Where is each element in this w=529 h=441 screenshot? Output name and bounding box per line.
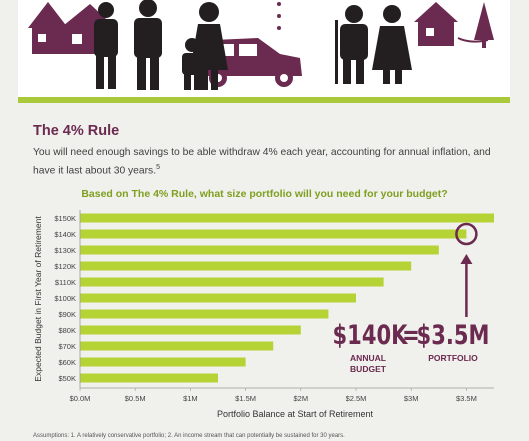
family-illustration — [28, 0, 494, 90]
highlight-circle — [455, 222, 478, 246]
assumptions-footnote: Assumptions: 1. A relatively conservativ… — [33, 433, 345, 439]
x-tick-label: $3.5M — [456, 394, 477, 403]
bar — [80, 357, 246, 367]
x-tick-label: $0.5M — [125, 394, 146, 403]
divider-dots — [277, 2, 281, 30]
bar — [80, 277, 384, 287]
highlight-arrow-head — [460, 254, 473, 264]
bar — [80, 261, 412, 271]
intro-text: You will need enough savings to be able … — [33, 147, 491, 177]
footnote-ref: 5 — [156, 164, 160, 171]
bar — [80, 373, 218, 383]
callout-portfolio-amount: $3.5M — [417, 319, 490, 350]
x-tick-label: $2M — [294, 394, 309, 403]
chart-title: Based on The 4% Rule, what size portfoli… — [81, 188, 448, 200]
bar — [80, 245, 439, 255]
callout-equals-sign: = — [402, 319, 420, 350]
bar — [80, 213, 494, 223]
retired-couple-icon — [335, 5, 412, 84]
bar — [80, 309, 329, 319]
bar — [80, 325, 301, 335]
banner-illustration-area — [18, 0, 510, 97]
y-tick-label: $60K — [58, 358, 76, 367]
callout-budget-label: ANNUAL — [350, 353, 386, 363]
y-tick-label: $100K — [54, 294, 76, 303]
y-tick-label: $130K — [54, 246, 76, 255]
family-figures-icon — [94, 0, 228, 90]
home-and-tree-icon — [414, 2, 494, 48]
y-tick-label: $70K — [58, 342, 76, 351]
callout-budget-amount: $140K — [333, 319, 409, 350]
bar — [80, 293, 356, 303]
bar — [80, 229, 467, 239]
intro-paragraph: You will need enough savings to be able … — [33, 145, 503, 178]
y-tick-label: $50K — [58, 374, 76, 383]
y-tick-label: $80K — [58, 326, 76, 335]
y-tick-label: $110K — [55, 278, 76, 287]
banner — [18, 0, 510, 103]
section-title: The 4% Rule — [33, 123, 120, 139]
x-axis-title: Portfolio Balance at Start of Retirement — [217, 409, 374, 419]
x-tick-label: $2.5M — [346, 394, 367, 403]
x-tick-label: $3M — [404, 394, 419, 403]
callout-portfolio-label: PORTFOLIO — [428, 353, 478, 363]
callout-budget-label: BUDGET — [350, 364, 387, 374]
x-tick-label: $0.0M — [70, 394, 91, 403]
x-tick-label: $1M — [183, 394, 198, 403]
y-tick-label: $150K — [54, 214, 76, 223]
y-tick-label: $90K — [58, 310, 76, 319]
y-tick-label: $120K — [54, 262, 76, 271]
y-axis-title: Expected Budget in First Year of Retirem… — [33, 216, 43, 382]
x-tick-label: $1.5M — [235, 394, 256, 403]
y-tick-label: $140K — [54, 230, 76, 239]
bar — [80, 341, 274, 351]
